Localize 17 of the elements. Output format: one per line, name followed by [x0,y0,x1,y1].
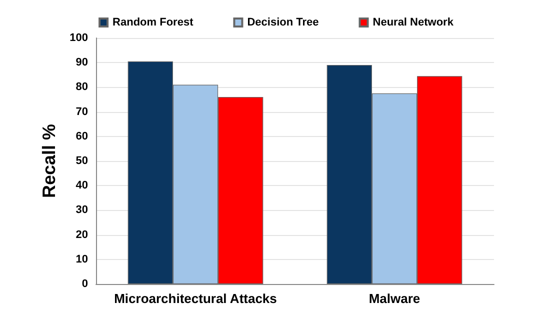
y-tick-label: 80 [76,81,88,94]
y-tick-label: 60 [76,130,88,142]
x-tick-label: Malware [368,291,420,306]
y-tick-label: 40 [76,180,88,192]
legend-label: Random Forest [112,16,194,28]
y-tick-label: 100 [70,32,88,44]
y-tick-label: 10 [76,253,88,266]
x-tick-label: Microarchitectural Attacks [114,291,277,306]
y-tick-label: 90 [76,56,88,69]
y-tick-label: 0 [82,278,88,290]
y-tick-label: 20 [76,228,88,241]
legend-label: Neural Network [372,16,454,28]
y-tick-label: 70 [76,106,88,118]
legend-label: Decision Tree [247,16,319,28]
y-axis-title: Recall % [39,124,59,198]
y-tick-label: 50 [76,155,88,167]
y-tick-label: 30 [76,204,88,216]
